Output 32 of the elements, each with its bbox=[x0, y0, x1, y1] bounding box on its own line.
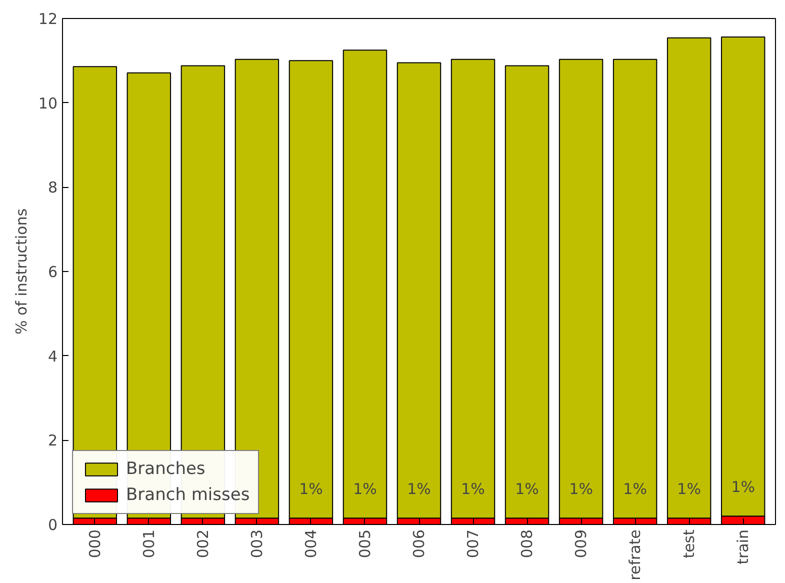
x-tick-label: 005 bbox=[356, 529, 374, 558]
y-tick-label: 4 bbox=[48, 347, 58, 366]
x-tick-label: 007 bbox=[464, 529, 482, 558]
x-tick-label: 001 bbox=[140, 529, 158, 558]
annotation: 1% bbox=[407, 480, 431, 498]
x-tick-label: train bbox=[734, 529, 752, 564]
legend-label: Branches bbox=[126, 459, 206, 479]
annotation: 1% bbox=[569, 480, 593, 498]
x-tick-label: 008 bbox=[518, 529, 536, 558]
x-tick-label: refrate bbox=[626, 529, 644, 580]
x-tick-label: 002 bbox=[194, 529, 212, 558]
annotation: 1% bbox=[461, 480, 485, 498]
legend-label: Branch misses bbox=[126, 485, 250, 505]
y-tick-label: 2 bbox=[48, 432, 58, 450]
x-tick-label: 003 bbox=[248, 529, 266, 558]
annotation: 1% bbox=[731, 478, 755, 496]
y-tick-label: 0 bbox=[48, 516, 58, 534]
x-tick-label: test bbox=[680, 529, 698, 558]
x-tick-label: 006 bbox=[410, 529, 428, 558]
annotation: 1% bbox=[623, 480, 647, 498]
annotation: 1% bbox=[515, 480, 539, 498]
y-tick-label: 10 bbox=[38, 94, 58, 112]
annotation: 1% bbox=[299, 480, 323, 498]
x-tick-label: 009 bbox=[572, 529, 590, 558]
x-tick-label: 000 bbox=[86, 529, 104, 558]
y-tick-label: 6 bbox=[48, 263, 58, 281]
x-tick-label: 004 bbox=[302, 529, 320, 558]
y-axis-title: % of instructions bbox=[12, 208, 30, 335]
annotation: 1% bbox=[677, 480, 701, 498]
y-tick-label: 12 bbox=[38, 10, 58, 28]
y-tick-label: 8 bbox=[48, 178, 58, 197]
annotation: 1% bbox=[353, 480, 377, 498]
